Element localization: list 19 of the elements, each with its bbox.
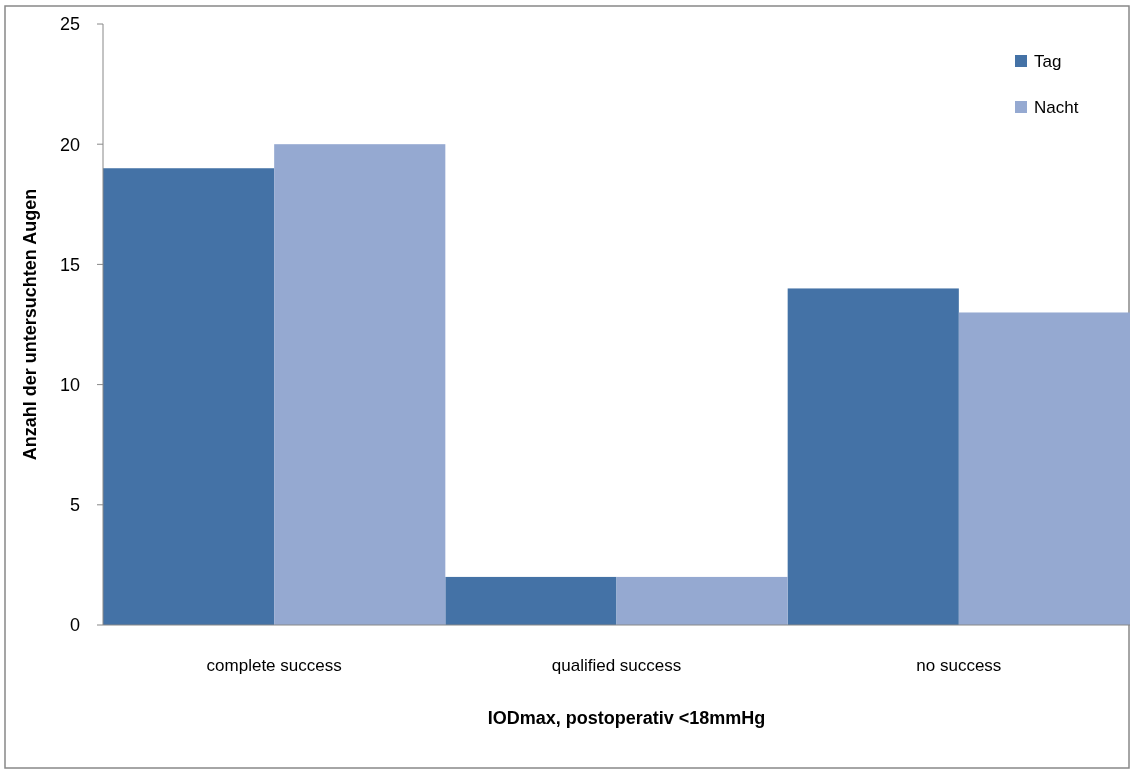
bar xyxy=(616,576,788,625)
x-tick-label: no success xyxy=(916,656,1002,675)
x-tick-label: complete success xyxy=(206,656,342,675)
legend-label: Tag xyxy=(1034,52,1062,71)
y-tick-label: 25 xyxy=(59,14,80,35)
y-axis-title: Anzahl der untersuchten Augen xyxy=(20,188,40,461)
y-tick-label: 5 xyxy=(69,495,80,516)
y-tick-label: 20 xyxy=(59,134,80,155)
y-tick-label: 10 xyxy=(59,374,80,395)
x-tick-label: qualified success xyxy=(551,656,682,675)
x-axis-title: IODmax, postoperativ <18mmHg xyxy=(487,708,766,728)
bar xyxy=(274,144,446,625)
bar xyxy=(787,288,959,625)
legend-label: Nacht xyxy=(1034,98,1079,117)
bar xyxy=(103,168,275,625)
bar xyxy=(445,576,617,625)
y-tick-label: 0 xyxy=(69,615,80,636)
bar xyxy=(958,312,1130,625)
y-tick-label: 15 xyxy=(59,254,80,275)
